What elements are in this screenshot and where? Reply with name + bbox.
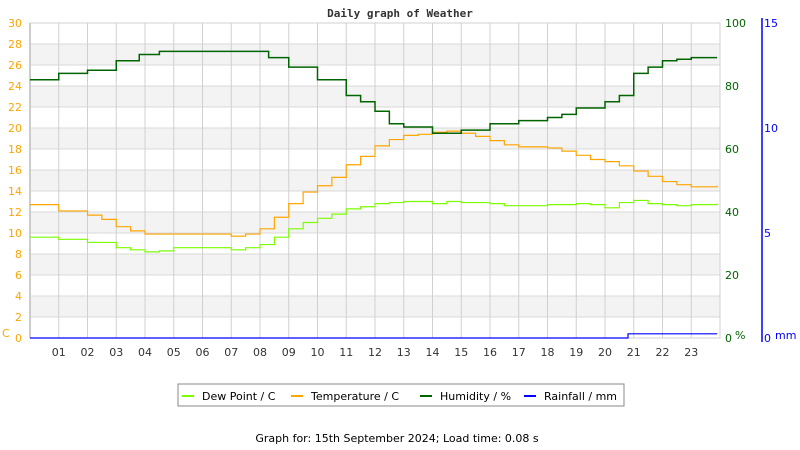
x-tick-label: 12 xyxy=(368,346,382,359)
left-tick-label: 12 xyxy=(8,206,22,219)
x-tick-label: 16 xyxy=(483,346,497,359)
left-tick-label: 6 xyxy=(15,269,22,282)
x-tick-label: 10 xyxy=(311,346,325,359)
rain-axis-unit: mm xyxy=(775,329,796,342)
right-axis-unit: % xyxy=(735,329,745,342)
x-tick-label: 21 xyxy=(627,346,641,359)
x-tick-label: 09 xyxy=(282,346,296,359)
legend: Dew Point / C Temperature / C Humidity / %… xyxy=(177,383,625,407)
rain-tick-label: 5 xyxy=(764,227,771,240)
rain-tick-label: 10 xyxy=(764,122,778,135)
right-tick-label: 100 xyxy=(725,17,746,30)
left-tick-label: 20 xyxy=(8,122,22,135)
left-tick-label: 22 xyxy=(8,101,22,114)
series-line-temperature xyxy=(30,130,718,237)
legend-box xyxy=(177,383,625,407)
left-tick-label: 26 xyxy=(8,59,22,72)
right-tick-label: 0 xyxy=(725,332,732,345)
legend-label: Temperature / C xyxy=(310,390,399,403)
chart-title: Daily graph of Weather xyxy=(327,7,473,20)
x-tick-label: 03 xyxy=(109,346,123,359)
x-tick-label: 22 xyxy=(656,346,670,359)
left-tick-label: 18 xyxy=(8,143,22,156)
x-tick-label: 08 xyxy=(253,346,267,359)
left-tick-label: 28 xyxy=(8,38,22,51)
x-tick-label: 04 xyxy=(138,346,152,359)
x-tick-label: 23 xyxy=(684,346,698,359)
right-tick-label: 60 xyxy=(725,143,739,156)
x-tick-label: 17 xyxy=(512,346,526,359)
x-tick-label: 01 xyxy=(52,346,66,359)
x-tick-label: 14 xyxy=(426,346,440,359)
left-axis-unit: C xyxy=(2,327,10,340)
x-tick-label: 06 xyxy=(196,346,210,359)
left-tick-label: 2 xyxy=(15,311,22,324)
left-tick-label: 24 xyxy=(8,80,22,93)
left-tick-label: 30 xyxy=(8,17,22,30)
right-tick-label: 40 xyxy=(725,206,739,219)
left-tick-label: 16 xyxy=(8,164,22,177)
left-tick-label: 4 xyxy=(15,290,22,303)
right-tick-label: 20 xyxy=(725,269,739,282)
rain-tick-label: 0 xyxy=(764,332,771,345)
x-tick-label: 15 xyxy=(454,346,468,359)
x-tick-label: 05 xyxy=(167,346,181,359)
x-tick-label: 19 xyxy=(569,346,583,359)
x-tick-label: 02 xyxy=(81,346,95,359)
x-tick-label: 11 xyxy=(339,346,353,359)
legend-label: Dew Point / C xyxy=(202,390,276,403)
x-tick-label: 20 xyxy=(598,346,612,359)
left-tick-label: 0 xyxy=(15,332,22,345)
x-tick-label: 18 xyxy=(541,346,555,359)
x-tick-label: 07 xyxy=(224,346,238,359)
legend-label: Rainfall / mm xyxy=(544,390,617,403)
left-tick-label: 8 xyxy=(15,248,22,261)
left-tick-label: 10 xyxy=(8,227,22,240)
series-line-rainfall xyxy=(30,333,718,339)
left-tick-label: 14 xyxy=(8,185,22,198)
legend-label: Humidity / % xyxy=(440,390,511,403)
series-line-humidity xyxy=(30,50,718,134)
rain-tick-label: 15 xyxy=(764,17,778,30)
right-tick-label: 80 xyxy=(725,80,739,93)
chart-footer: Graph for: 15th September 2024; Load tim… xyxy=(255,432,539,445)
x-tick-label: 13 xyxy=(397,346,411,359)
series-line-dew xyxy=(30,199,718,253)
